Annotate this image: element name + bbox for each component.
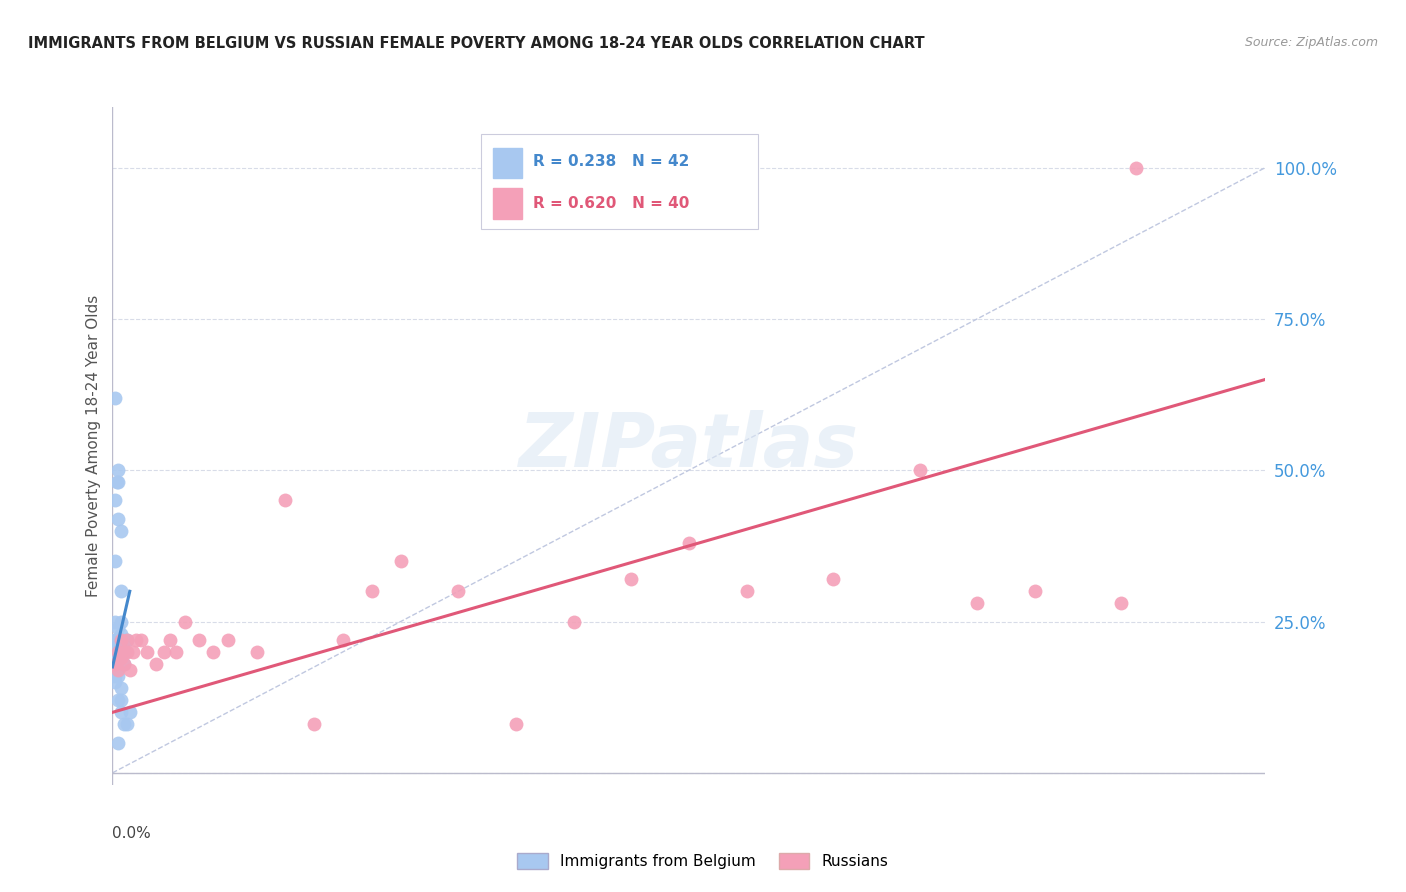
Point xyxy=(110,693,132,707)
Point xyxy=(107,632,129,647)
Point xyxy=(104,645,127,659)
Point xyxy=(110,681,132,695)
FancyBboxPatch shape xyxy=(494,148,522,178)
Point xyxy=(136,645,159,659)
Point xyxy=(115,645,138,659)
Point xyxy=(159,632,181,647)
Point xyxy=(121,645,143,659)
Point xyxy=(118,706,141,720)
Point xyxy=(110,632,132,647)
Point xyxy=(107,645,129,659)
Point xyxy=(1125,161,1147,175)
Point xyxy=(107,475,129,490)
Point xyxy=(103,657,125,671)
Point xyxy=(105,475,128,490)
Point xyxy=(104,554,127,568)
Point xyxy=(129,632,153,647)
Point xyxy=(217,632,239,647)
Point xyxy=(173,615,195,629)
Point xyxy=(165,645,187,659)
Point xyxy=(966,596,988,610)
Point xyxy=(104,657,127,671)
Point xyxy=(107,639,129,653)
Point xyxy=(104,632,127,647)
Point xyxy=(112,632,135,647)
Point xyxy=(908,463,931,477)
Point xyxy=(110,651,132,665)
Point xyxy=(104,632,127,647)
Point xyxy=(107,511,129,525)
Point xyxy=(112,717,135,731)
Point xyxy=(821,572,844,586)
Point xyxy=(1111,596,1133,610)
Point xyxy=(145,657,167,671)
Point xyxy=(115,717,138,731)
Point xyxy=(735,584,758,599)
Y-axis label: Female Poverty Among 18-24 Year Olds: Female Poverty Among 18-24 Year Olds xyxy=(86,295,101,597)
Point xyxy=(105,663,128,677)
Point xyxy=(107,663,129,677)
Point xyxy=(115,632,138,647)
Point xyxy=(112,657,135,671)
Point xyxy=(202,645,225,659)
Text: ZIPatlas: ZIPatlas xyxy=(519,409,859,483)
Point xyxy=(110,615,132,629)
Point xyxy=(112,657,135,671)
Point xyxy=(153,645,176,659)
Point xyxy=(110,524,132,538)
Point xyxy=(115,632,138,647)
Point xyxy=(104,669,127,683)
Point xyxy=(104,657,127,671)
Point xyxy=(107,621,129,635)
Point xyxy=(110,584,132,599)
Point xyxy=(620,572,643,586)
Text: R = 0.620   N = 40: R = 0.620 N = 40 xyxy=(533,196,690,211)
Text: R = 0.238   N = 42: R = 0.238 N = 42 xyxy=(533,153,690,169)
Point xyxy=(107,463,129,477)
Point xyxy=(389,554,412,568)
Point xyxy=(104,675,127,690)
Point xyxy=(110,706,132,720)
Text: Source: ZipAtlas.com: Source: ZipAtlas.com xyxy=(1244,36,1378,49)
Point xyxy=(107,651,129,665)
Point xyxy=(104,645,127,659)
Point xyxy=(447,584,470,599)
Point xyxy=(678,536,700,550)
Point xyxy=(505,717,527,731)
Point xyxy=(304,717,326,731)
Point xyxy=(1024,584,1046,599)
FancyBboxPatch shape xyxy=(494,188,522,219)
Point xyxy=(104,391,127,405)
Point xyxy=(104,493,127,508)
Point xyxy=(112,645,135,659)
Point xyxy=(107,669,129,683)
Point xyxy=(112,645,135,659)
Point xyxy=(110,645,132,659)
FancyBboxPatch shape xyxy=(481,134,758,229)
Point xyxy=(104,632,127,647)
Point xyxy=(332,632,354,647)
Text: IMMIGRANTS FROM BELGIUM VS RUSSIAN FEMALE POVERTY AMONG 18-24 YEAR OLDS CORRELAT: IMMIGRANTS FROM BELGIUM VS RUSSIAN FEMAL… xyxy=(28,36,925,51)
Legend: Immigrants from Belgium, Russians: Immigrants from Belgium, Russians xyxy=(512,847,894,875)
Point xyxy=(246,645,269,659)
Point xyxy=(110,626,132,640)
Point xyxy=(124,632,146,647)
Text: 0.0%: 0.0% xyxy=(112,826,152,840)
Point xyxy=(107,645,129,659)
Point xyxy=(118,663,141,677)
Point xyxy=(188,632,211,647)
Point xyxy=(104,615,127,629)
Point xyxy=(107,693,129,707)
Point xyxy=(274,493,297,508)
Point xyxy=(562,615,585,629)
Point xyxy=(107,735,129,749)
Point xyxy=(107,632,129,647)
Point xyxy=(360,584,382,599)
